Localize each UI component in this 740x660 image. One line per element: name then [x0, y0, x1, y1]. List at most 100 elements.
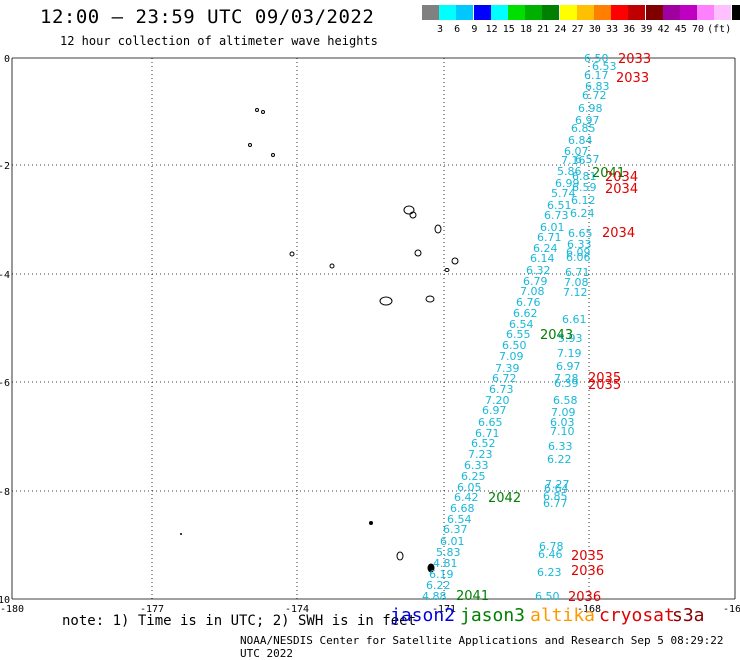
axis-tick-labels: -180 -177 -174 -171 -168 -165 0 -2 -4 -6 -8 -10 — [0, 54, 740, 615]
island — [434, 224, 442, 234]
wave-height-value: 6.12 — [571, 194, 596, 207]
pass-time-label: 2041 — [592, 166, 625, 181]
pass-time-labels: 2033203320412034203420342043203520352042… — [456, 52, 651, 605]
colorbar-swatch — [611, 5, 629, 20]
legend-jason2: jason2 — [390, 605, 456, 626]
wave-height-value: 6.97 — [482, 404, 507, 417]
wave-height-value: 6.83 — [585, 80, 610, 93]
colorbar-swatch — [628, 5, 646, 20]
wave-height-value: 6.23 — [537, 566, 562, 579]
wave-height-value: 6.65 — [568, 227, 593, 240]
wave-height-value: 6.68 — [450, 502, 475, 515]
x-tick-label: -174 — [285, 604, 309, 615]
colorbar-swatch — [645, 5, 663, 20]
wave-height-value: 6.17 — [584, 69, 609, 82]
colorbar-label: 30 — [588, 24, 601, 35]
wave-height-value: 6.22 — [426, 579, 451, 592]
colorbar-swatch — [714, 5, 732, 20]
y-tick-label: -2 — [0, 161, 10, 172]
island — [329, 263, 335, 269]
x-tick-label: -171 — [432, 604, 456, 615]
wave-height-value: 6.33 — [548, 440, 573, 453]
wave-height-value: 6.24 — [570, 207, 595, 220]
colorbar-swatch — [508, 5, 525, 20]
wave-height-value: 6.50 — [502, 339, 527, 352]
colorbar-label: 39 — [640, 24, 653, 35]
wave-height-value: 6.37 — [443, 523, 468, 536]
pass-time-label: 2036 — [568, 590, 601, 605]
island — [409, 211, 417, 219]
wave-height-value: 6.33 — [567, 238, 592, 251]
island — [261, 110, 265, 114]
wave-height-value: 6.54 — [509, 318, 534, 331]
wave-height-value: 6.05 — [457, 481, 482, 494]
wave-height-value: 6.07 — [564, 145, 589, 158]
wave-height-value: 6.55 — [506, 328, 531, 341]
wave-height-value: 6.01 — [440, 535, 465, 548]
colorbar-swatch — [576, 5, 594, 20]
wave-height-value: 6.54 — [447, 513, 472, 526]
wave-height-value: 6.01 — [540, 221, 565, 234]
x-tick-label: -177 — [140, 604, 164, 615]
wave-height-observations: 6.506.536.176.836.726.986.976.856.846.07… — [422, 52, 617, 603]
island-outlines — [180, 108, 459, 573]
wave-height-value: 7.09 — [499, 350, 524, 363]
wave-height-value: 7.19 — [557, 347, 582, 360]
pass-time-label: 2033 — [616, 71, 649, 86]
wave-height-value: 6.73 — [489, 383, 514, 396]
wave-height-value: 6.22 — [547, 453, 572, 466]
island — [396, 551, 404, 561]
map-subtitle: 12 hour collection of altimeter wave hei… — [60, 34, 378, 48]
map-title: 12:00 – 23:59 UTC 09/03/2022 — [40, 6, 375, 28]
island — [451, 257, 459, 265]
wave-height-value: 6.73 — [544, 209, 569, 222]
wave-height-value: 6.62 — [513, 307, 538, 320]
island — [425, 295, 435, 303]
colorbar-label: 15 — [502, 24, 515, 35]
colorbar-label: 6 — [454, 24, 461, 35]
wave-height-value: 7.08 — [520, 285, 545, 298]
pass-time-label: 2034 — [605, 170, 638, 185]
legend-altika: altika — [530, 605, 596, 626]
colorbar-swatch — [473, 5, 491, 20]
wave-height-value: 6.61 — [562, 313, 587, 326]
wave-height-value: 6.52 — [471, 437, 496, 450]
y-tick-label: -6 — [0, 378, 10, 389]
wave-height-value: 6.19 — [429, 568, 454, 581]
wave-height-value: 6.97 — [575, 114, 600, 127]
wave-height-value: 6.71 — [537, 231, 562, 244]
island — [427, 563, 435, 573]
wave-height-value: 6.97 — [556, 360, 581, 373]
wave-height-value: 6.57 — [575, 153, 600, 166]
wave-height-value: 6.85 — [571, 122, 596, 135]
colorbar-label: 45 — [674, 24, 687, 35]
island — [289, 251, 295, 257]
wave-height-value: 6.81 — [572, 170, 597, 183]
pass-time-label: 2036 — [571, 564, 604, 579]
colorbar-unit: (ft) — [707, 24, 732, 35]
y-tick-label: -8 — [0, 487, 10, 498]
wave-height-value: 7.27 — [545, 478, 570, 491]
wave-height-value: 7.39 — [495, 362, 520, 375]
legend-s3a: s3a — [672, 605, 705, 626]
pass-time-label: 2042 — [488, 491, 521, 506]
colorbar-swatch — [697, 5, 715, 20]
wave-height-value: 6.64 — [544, 482, 569, 495]
wave-height-value: 6.51 — [547, 199, 572, 212]
wave-height-value: 6.98 — [578, 102, 603, 115]
wave-height-value: 6.32 — [526, 264, 551, 277]
wave-height-value: 6.76 — [516, 296, 541, 309]
y-tick-label: -10 — [0, 595, 10, 606]
legend-jason3: jason3 — [460, 605, 526, 626]
wave-height-value: 6.84 — [568, 134, 593, 147]
wave-height-value: 7.16 — [561, 154, 586, 167]
wave-height-value: 6.71 — [565, 266, 590, 279]
wave-height-value: 6.50 — [535, 590, 560, 603]
colorbar-swatch — [422, 5, 439, 20]
legend-cryosat: cryosat — [599, 605, 675, 626]
island — [403, 205, 415, 215]
wave-height-value: 6.85 — [543, 490, 568, 503]
lat-lon-grid — [11, 57, 736, 600]
wave-height-value: 7.09 — [551, 406, 576, 419]
